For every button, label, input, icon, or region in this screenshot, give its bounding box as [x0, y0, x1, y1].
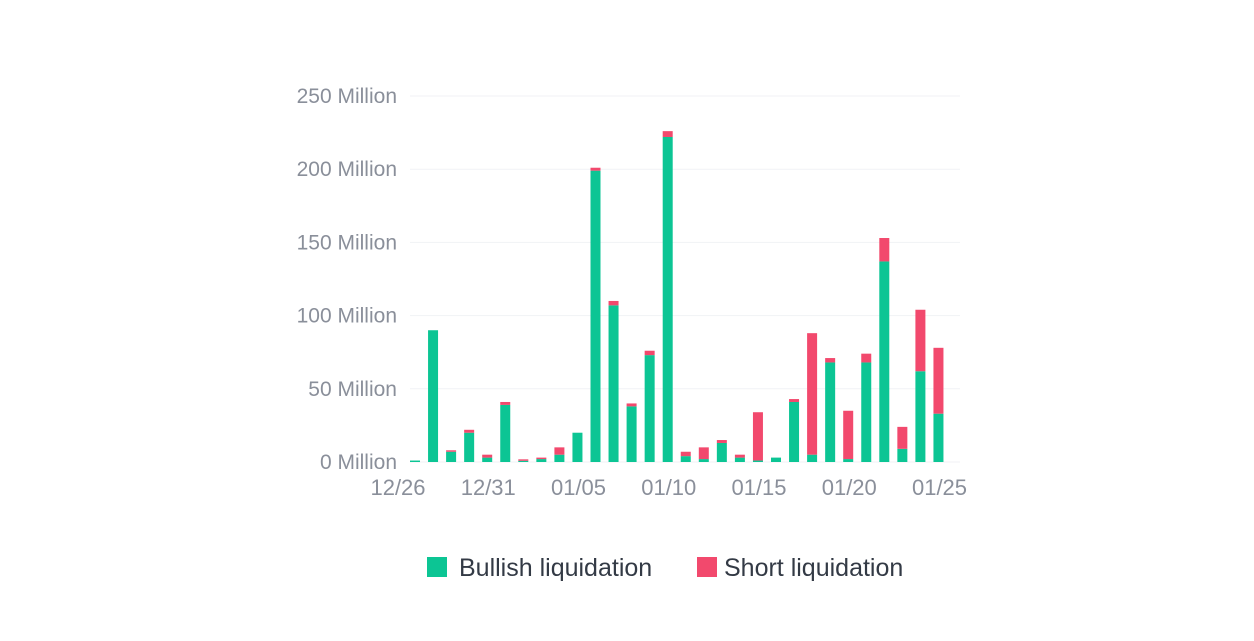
bar-short [734, 454, 745, 458]
bar-bullish [807, 454, 818, 462]
gridlines [410, 95, 960, 463]
bars [410, 131, 944, 462]
bar-short [698, 447, 709, 460]
y-tick-label: 50 Million [308, 378, 397, 401]
bar-short [933, 347, 944, 414]
bar-short [879, 238, 890, 262]
y-tick-label: 100 Million [297, 305, 397, 328]
bar-short [897, 426, 908, 449]
bar-short [789, 399, 800, 402]
bar-short [590, 167, 601, 171]
bar-short [807, 333, 818, 455]
bar-bullish [572, 432, 583, 462]
x-tick-label: 01/10 [641, 475, 696, 500]
bar-bullish [680, 456, 691, 462]
x-tick-label: 01/15 [731, 475, 786, 500]
bar-short [482, 454, 493, 458]
bar-bullish [590, 170, 601, 462]
legend-swatch-bullish [427, 557, 447, 577]
y-tick-label: 250 Million [297, 85, 397, 108]
bar-short [626, 403, 637, 407]
bar-short [518, 459, 529, 461]
bar-short [662, 131, 673, 137]
legend: Bullish liquidation Short liquidation [427, 554, 903, 582]
bar-short [861, 353, 872, 363]
x-axis: 12/26 12/31 01/05 01/10 01/15 01/20 01/25 [370, 475, 967, 500]
bar-bullish [933, 413, 944, 462]
bar-bullish [771, 457, 781, 462]
bar-bullish [608, 305, 619, 462]
bar-bullish [879, 261, 890, 462]
bar-bullish [410, 460, 420, 462]
x-tick-label: 01/05 [551, 475, 606, 500]
bar-bullish [897, 448, 908, 462]
bar-short [825, 358, 836, 363]
bar-short [680, 451, 691, 457]
x-tick-label: 12/31 [461, 475, 516, 500]
bar-bullish [843, 459, 854, 462]
bar-bullish [734, 457, 745, 462]
bar-short [644, 350, 655, 356]
legend-label-short: Short liquidation [724, 554, 903, 582]
bar-short [915, 309, 926, 372]
bar-short [554, 447, 565, 455]
bar-short [500, 401, 511, 405]
legend-swatch-short [697, 557, 717, 577]
bar-bullish [626, 406, 637, 462]
bar-short [608, 300, 619, 306]
bar-short [716, 440, 727, 443]
y-tick-label: 0 Million [320, 451, 397, 474]
bar-bullish [915, 371, 926, 462]
bar-bullish [428, 330, 439, 462]
x-tick-label: 01/25 [912, 475, 967, 500]
x-tick-label: 01/20 [822, 475, 877, 500]
bar-bullish [536, 459, 547, 462]
bar-short [446, 450, 457, 452]
y-tick-label: 150 Million [297, 231, 397, 254]
bar-bullish [698, 459, 709, 462]
y-axis: 250 Million 200 Million 150 Million 100 Mil… [297, 85, 397, 474]
bar-bullish [716, 442, 727, 462]
bar-bullish [482, 457, 493, 462]
bar-bullish [825, 362, 836, 462]
bar-short [536, 457, 547, 460]
bar-bullish [500, 404, 511, 462]
bar-bullish [554, 454, 565, 462]
legend-label-bullish: Bullish liquidation [459, 554, 652, 582]
bar-bullish [789, 401, 800, 462]
x-tick-label: 12/26 [370, 475, 425, 500]
bar-short [843, 410, 854, 460]
bar-bullish [446, 451, 457, 462]
bar-bullish [518, 460, 529, 462]
bar-short [752, 412, 763, 461]
bar-bullish [464, 432, 475, 462]
bar-bullish [861, 362, 872, 462]
y-tick-label: 200 Million [297, 158, 397, 181]
bar-bullish [752, 460, 763, 462]
bar-short [464, 429, 475, 433]
bar-bullish [662, 136, 673, 462]
bar-bullish [644, 355, 655, 462]
